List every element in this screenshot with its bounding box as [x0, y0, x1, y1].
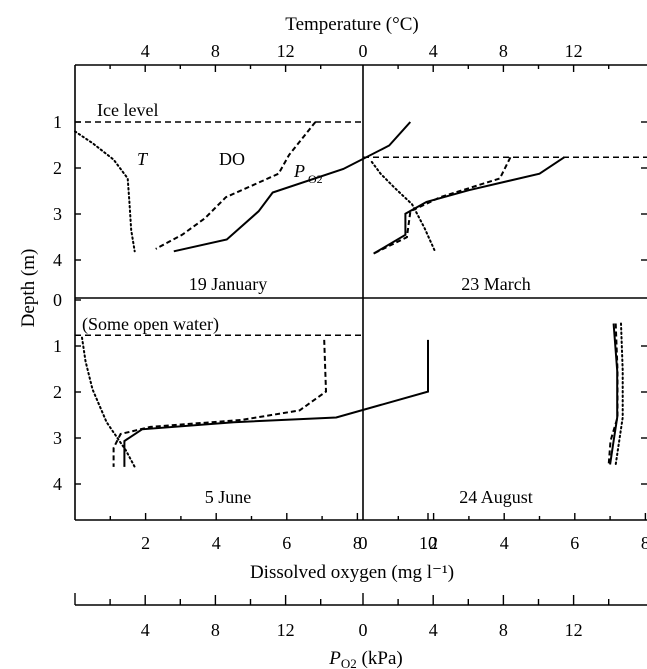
do-tick-label: 4 — [212, 533, 221, 553]
temperature-axis-title: Temperature (°C) — [285, 14, 418, 35]
po2-series-label-subscript: O2 — [308, 172, 323, 186]
po2-tick-label: 0 — [359, 620, 368, 640]
panel-title-24-august: 24 August — [459, 487, 533, 507]
panel-top-right — [363, 156, 647, 255]
do-tick-label: 4 — [500, 533, 509, 553]
series-po2 — [373, 156, 512, 255]
ice-level-label: Ice level — [97, 100, 158, 120]
temperature-tick-label: 12 — [565, 41, 583, 61]
panel-frame — [74, 64, 647, 521]
dissolved-oxygen-axis-title: Dissolved oxygen (mg l⁻¹) — [250, 562, 454, 583]
panel-title-5-june: 5 June — [205, 487, 252, 507]
panel-bottom-right — [607, 322, 624, 466]
temperature-series-label: T — [137, 149, 149, 169]
do-tick-label: 8 — [641, 533, 647, 553]
series-t — [370, 160, 436, 253]
depth-tick-label: 4 — [53, 250, 62, 270]
axis-tick-labels: 1234012344812048122468100246810481204812 — [53, 41, 647, 640]
do-tick-label: 6 — [570, 533, 579, 553]
do-tick-label: 6 — [282, 533, 291, 553]
depth-tick-label: 4 — [53, 474, 62, 494]
po2-tick-label: 8 — [499, 620, 508, 640]
series-t — [81, 336, 136, 468]
po2-tick-label: 12 — [277, 620, 295, 640]
depth-tick-label: 1 — [53, 336, 62, 356]
open-water-label: (Some open water) — [82, 314, 219, 335]
series-t — [614, 322, 624, 466]
do-series-label: DO — [219, 149, 245, 169]
depth-tick-label: 3 — [53, 204, 62, 224]
po2-axis-title: PO2 (kPa) — [328, 648, 402, 669]
annotations: Ice level T DO P O2 (Some open water) — [82, 100, 323, 335]
series-po2 — [112, 339, 328, 467]
series-do — [373, 156, 565, 255]
temperature-tick-label: 4 — [141, 41, 150, 61]
depth-axis-title: Depth (m) — [18, 249, 39, 328]
series-do — [173, 121, 412, 253]
depth-tick-label: 3 — [53, 428, 62, 448]
po2-tick-label: 8 — [211, 620, 220, 640]
temperature-tick-label: 0 — [359, 41, 368, 61]
depth-tick-label: 2 — [53, 158, 62, 178]
do-tick-label: 2 — [141, 533, 150, 553]
panel-bottom-left — [75, 334, 429, 468]
series-t — [74, 130, 136, 253]
po2-series-label: P — [293, 161, 305, 181]
panel-title-23-march: 23 March — [461, 274, 530, 294]
do-tick-label: 8 — [353, 533, 362, 553]
depth-tick-label: 0 — [53, 290, 62, 310]
temperature-tick-label: 12 — [277, 41, 295, 61]
temperature-tick-label: 8 — [211, 41, 220, 61]
po2-tick-label: 12 — [565, 620, 583, 640]
do-tick-label: 2 — [429, 533, 438, 553]
do-tick-label: 0 — [359, 533, 368, 553]
depth-tick-label: 1 — [53, 112, 62, 132]
depth-tick-label: 2 — [53, 382, 62, 402]
panel-title-19-january: 19 January — [189, 274, 267, 294]
series-po2 — [155, 121, 317, 250]
panel-top-left — [74, 121, 412, 253]
temperature-tick-label: 8 — [499, 41, 508, 61]
plot-series — [74, 121, 647, 468]
po2-tick-label: 4 — [429, 620, 438, 640]
temperature-tick-label: 4 — [429, 41, 438, 61]
series-do — [609, 323, 619, 465]
series-do — [123, 339, 429, 467]
do-tick-label: 10 — [419, 533, 437, 553]
po2-tick-label: 4 — [141, 620, 150, 640]
